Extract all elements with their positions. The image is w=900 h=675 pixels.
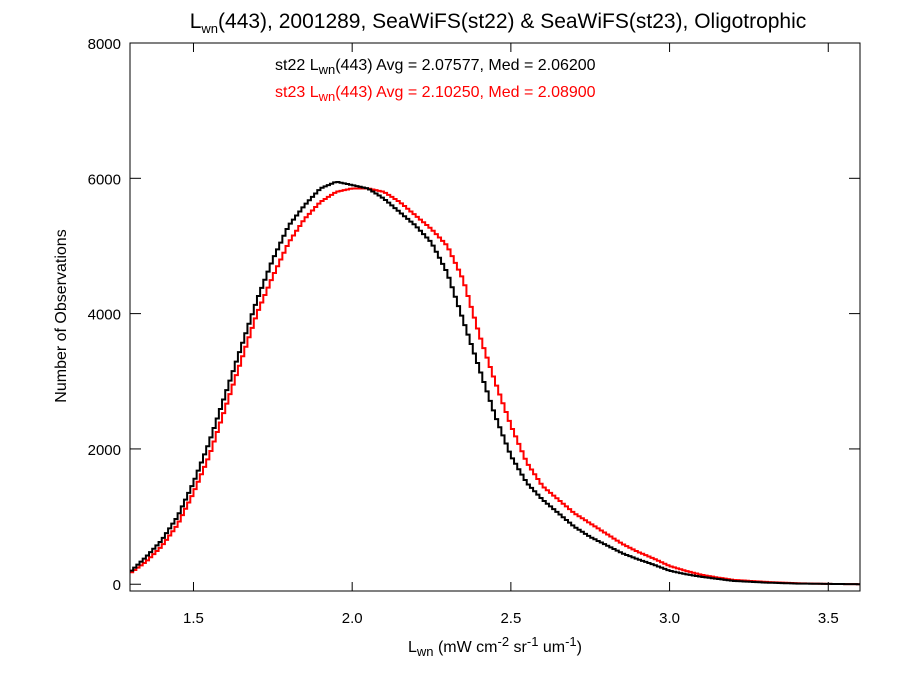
stat-st23: st23 Lwn(443) Avg = 2.10250, Med = 2.089…: [275, 84, 596, 104]
series-st22-line: [130, 181, 860, 586]
series-st23-line: [130, 187, 860, 586]
y-axis-label: Number of Observations: [53, 229, 70, 402]
x-tick-label: 3.5: [818, 610, 839, 627]
y-tick-label: 2000: [88, 442, 121, 459]
x-tick-label: 2.5: [500, 610, 521, 627]
x-tick-label: 1.5: [183, 610, 204, 627]
y-tick-label: 8000: [88, 36, 121, 53]
y-tick-label: 4000: [88, 307, 121, 324]
y-tick-label: 0: [113, 577, 121, 594]
chart-title: Lwn(443), 2001289, SeaWiFS(st22) & SeaWi…: [190, 10, 807, 36]
ticks-layer: 1.5 2.0 2.5 3.0 3.5 0 2000 4000 6000 8000: [88, 36, 860, 627]
x-tick-label: 2.0: [342, 610, 363, 627]
y-tick-label: 6000: [88, 171, 121, 188]
x-tick-label: 3.0: [659, 610, 680, 627]
x-axis-label: Lwn (mW cm-2 sr-1 um-1): [408, 634, 582, 659]
series-layer: [130, 181, 860, 586]
plot-frame: [129, 42, 861, 592]
stat-st22: st22 Lwn(443) Avg = 2.07577, Med = 2.062…: [275, 57, 596, 77]
